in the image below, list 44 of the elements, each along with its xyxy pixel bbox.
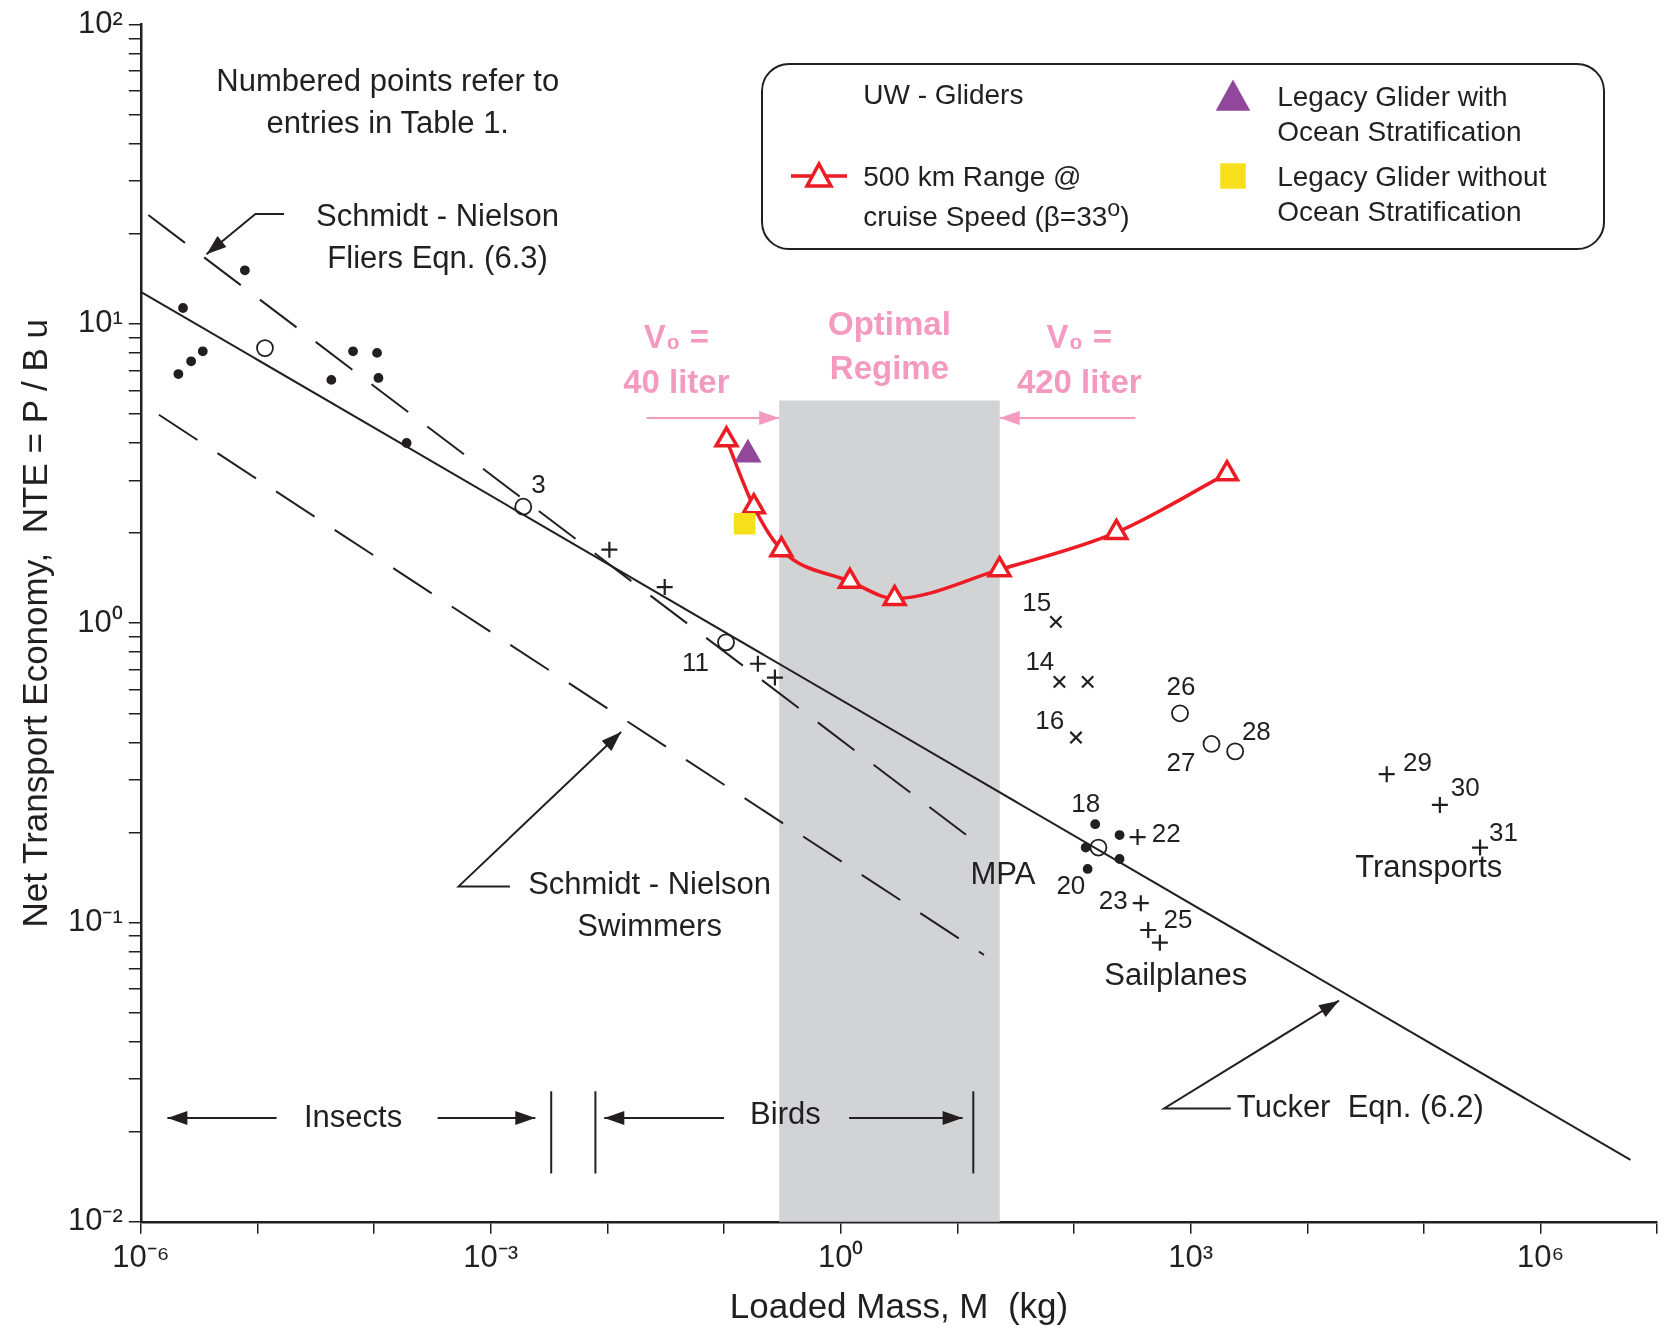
annotation: Transports [1355,849,1503,885]
x-tick-label: 10³ [1168,1238,1214,1274]
annotation: 20 [1056,869,1086,900]
annotation: MPA [970,856,1036,892]
annotation: 31 [1488,816,1518,847]
x-tick-label: 10⁶ [1516,1238,1565,1274]
annotation: Birds [750,1096,821,1132]
annotation: 15 [1022,587,1052,618]
annotation: Schmidt - Nielson Fliers Eqn. (6.3) [316,198,560,275]
annotation: 14 [1025,645,1055,676]
annotation: Numbered points refer to entries in Table 1. [216,63,560,140]
legend-label: Legacy Glider with Ocean Stratification [1277,79,1523,149]
annotation: Sailplanes [1104,956,1248,992]
annotation: Tucker Eqn. (6.2) [1236,1089,1484,1125]
x-tick-label: 10⁻³ [463,1238,519,1274]
x-axis-title: Loaded Mass, M (kg) [729,1285,1069,1325]
y-tick-label: 10² [77,5,123,41]
annotation: V₀ = 420 liter [1016,318,1142,400]
annotation: 11 [682,647,710,678]
annotation: Schmidt - Nielson Swimmers [528,866,772,944]
annotation: 30 [1450,772,1480,803]
annotation: 25 [1163,903,1193,934]
annotation: 28 [1241,716,1271,747]
annotation: Insects [303,1098,403,1134]
legend-label: Legacy Glider without Ocean Stratification [1277,159,1548,229]
annotation: 22 [1151,818,1181,849]
x-tick-label: 10⁻⁶ [112,1238,170,1274]
legend-label: 500 km Range @ cruise Speed (β=33$^{o}$) [863,159,1131,234]
annotation: 23 [1098,885,1128,916]
y-tick-label: 10⁻¹ [67,903,123,939]
x-tick-label: 10⁰ [817,1238,864,1274]
annotation: 27 [1166,746,1196,777]
y-axis-title: Net Transport Economy, NTE = P / B u [14,318,54,928]
annotation: 18 [1071,788,1101,819]
band-label: Optimal Regime [828,304,951,386]
y-tick-label: 10⁰ [77,603,123,639]
annotation: 16 [1035,704,1065,735]
annotation: 3 [531,469,546,500]
annotation: 26 [1166,670,1196,701]
y-tick-label: 10⁻² [67,1202,123,1238]
annotation: V₀ = 40 liter [623,318,730,400]
legend-title: UW - Gliders [862,78,1025,112]
annotation: 29 [1402,746,1432,777]
y-tick-label: 10¹ [77,304,123,340]
